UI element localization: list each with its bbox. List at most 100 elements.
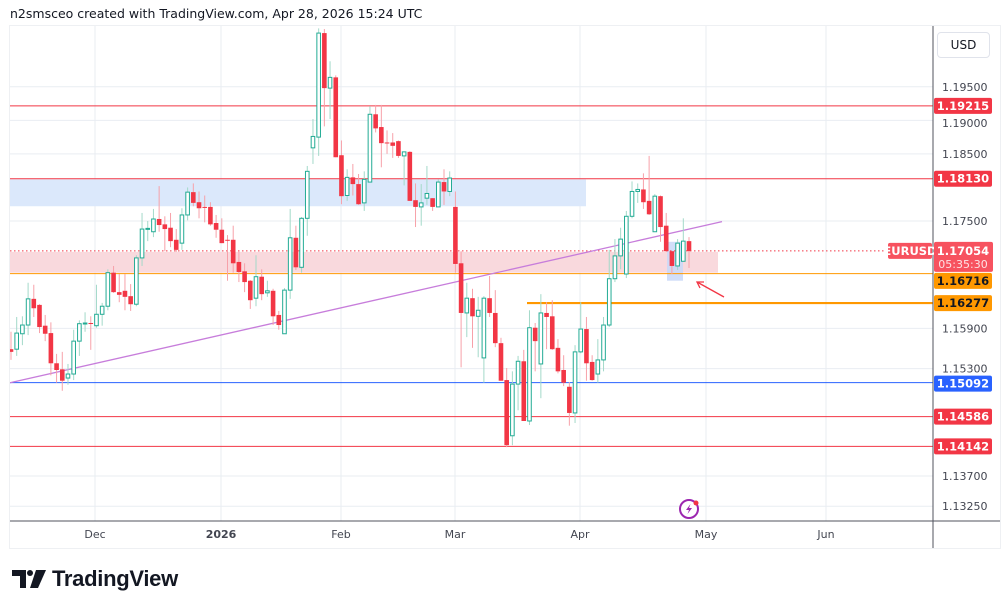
highlight-box[interactable] xyxy=(667,241,683,281)
candle-up[interactable] xyxy=(481,296,487,383)
candle-down[interactable] xyxy=(156,186,162,232)
candle-up[interactable] xyxy=(287,208,293,299)
candle-down[interactable] xyxy=(116,274,122,303)
candle-up[interactable] xyxy=(134,255,139,307)
candle-down[interactable] xyxy=(356,174,361,205)
lightning-icon[interactable] xyxy=(679,499,699,519)
time-axis[interactable]: Dec 2026 Feb Mar Apr May Jun xyxy=(84,528,834,541)
candle-up[interactable] xyxy=(652,194,658,233)
candle-down[interactable] xyxy=(521,349,527,421)
candle-up[interactable] xyxy=(681,218,686,262)
candle-up[interactable] xyxy=(282,288,287,335)
candle-down[interactable] xyxy=(54,353,59,383)
candle-down[interactable] xyxy=(322,29,327,127)
candle-down[interactable] xyxy=(208,202,213,226)
candle-down[interactable] xyxy=(453,191,458,273)
candle-down[interactable] xyxy=(31,284,37,317)
candle-down[interactable] xyxy=(168,212,173,248)
candle-down[interactable] xyxy=(555,339,561,374)
candle-down[interactable] xyxy=(242,263,247,293)
candle-down[interactable] xyxy=(42,314,48,342)
current-zone[interactable] xyxy=(10,251,718,273)
candle-down[interactable] xyxy=(390,133,396,158)
supply-zone[interactable] xyxy=(10,179,586,207)
candle-down[interactable] xyxy=(202,195,208,223)
currency-button[interactable]: USD xyxy=(937,32,990,58)
candle-up[interactable] xyxy=(418,184,424,226)
candle-up[interactable] xyxy=(475,296,481,358)
candle-down[interactable] xyxy=(669,251,675,275)
candle-down[interactable] xyxy=(276,310,282,330)
candle-up[interactable] xyxy=(185,187,190,221)
candle-up[interactable] xyxy=(145,221,151,242)
candle-down[interactable] xyxy=(458,251,464,368)
candle-up[interactable] xyxy=(344,169,350,201)
candle-up[interactable] xyxy=(572,345,578,424)
candle-up[interactable] xyxy=(675,239,680,270)
candle-down[interactable] xyxy=(111,265,116,293)
candle-up[interactable] xyxy=(595,339,601,383)
candle-down[interactable] xyxy=(59,351,65,391)
candle-down[interactable] xyxy=(162,216,168,252)
candle-down[interactable] xyxy=(191,183,196,207)
candle-up[interactable] xyxy=(25,282,31,336)
candle-down[interactable] xyxy=(270,288,276,326)
candle-up[interactable] xyxy=(624,210,629,279)
candle-down[interactable] xyxy=(561,355,566,387)
arrow-annotation[interactable] xyxy=(696,281,725,298)
candle-up[interactable] xyxy=(82,312,88,332)
candle-up[interactable] xyxy=(618,227,623,270)
candle-up[interactable] xyxy=(20,316,25,346)
tradingview-logo[interactable]: TradingView xyxy=(12,566,178,592)
candle-up[interactable] xyxy=(151,208,156,238)
candle-up[interactable] xyxy=(527,310,532,426)
candle-down[interactable] xyxy=(584,316,589,381)
candle-down[interactable] xyxy=(492,290,498,348)
candle-down[interactable] xyxy=(544,302,549,350)
candle-down[interactable] xyxy=(384,130,390,154)
candle-down[interactable] xyxy=(430,198,435,211)
candle-up[interactable] xyxy=(635,183,641,203)
candle-down[interactable] xyxy=(504,367,509,448)
candle-up[interactable] xyxy=(310,118,316,164)
candle-up[interactable] xyxy=(538,294,544,399)
candle-up[interactable] xyxy=(316,28,321,156)
candle-down[interactable] xyxy=(293,225,299,270)
candle-up[interactable] xyxy=(105,269,111,311)
candle-down[interactable] xyxy=(48,322,54,376)
candle-up[interactable] xyxy=(629,181,635,219)
candle-down[interactable] xyxy=(641,173,646,209)
candle-up[interactable] xyxy=(99,302,105,326)
candle-down[interactable] xyxy=(259,269,264,301)
candle-down[interactable] xyxy=(236,251,242,283)
candle-up[interactable] xyxy=(515,355,521,411)
candle-down[interactable] xyxy=(213,214,219,238)
candle-up[interactable] xyxy=(361,171,367,211)
candle-down[interactable] xyxy=(128,284,133,311)
candle-down[interactable] xyxy=(487,276,492,317)
candle-down[interactable] xyxy=(470,288,475,348)
candle-down[interactable] xyxy=(219,218,225,244)
candle-up[interactable] xyxy=(401,151,407,186)
candle-down[interactable] xyxy=(658,195,663,242)
candle-down[interactable] xyxy=(407,151,413,201)
candle-up[interactable] xyxy=(578,302,584,354)
candle-up[interactable] xyxy=(77,320,82,356)
candle-down[interactable] xyxy=(88,316,94,350)
candle-down[interactable] xyxy=(339,140,344,205)
candle-up[interactable] xyxy=(464,282,470,338)
candle-down[interactable] xyxy=(196,191,202,219)
candle-up[interactable] xyxy=(612,239,618,283)
candle-down[interactable] xyxy=(122,274,128,311)
candle-down[interactable] xyxy=(532,323,538,372)
candle-up[interactable] xyxy=(14,316,19,356)
candle-up[interactable] xyxy=(367,106,373,183)
candle-down[interactable] xyxy=(230,225,236,273)
candle-down[interactable] xyxy=(9,331,14,360)
candle-down[interactable] xyxy=(589,355,595,381)
candle-up[interactable] xyxy=(179,208,185,250)
candle-down[interactable] xyxy=(498,337,504,381)
candle-down[interactable] xyxy=(549,300,555,350)
candle-up[interactable] xyxy=(436,179,441,208)
